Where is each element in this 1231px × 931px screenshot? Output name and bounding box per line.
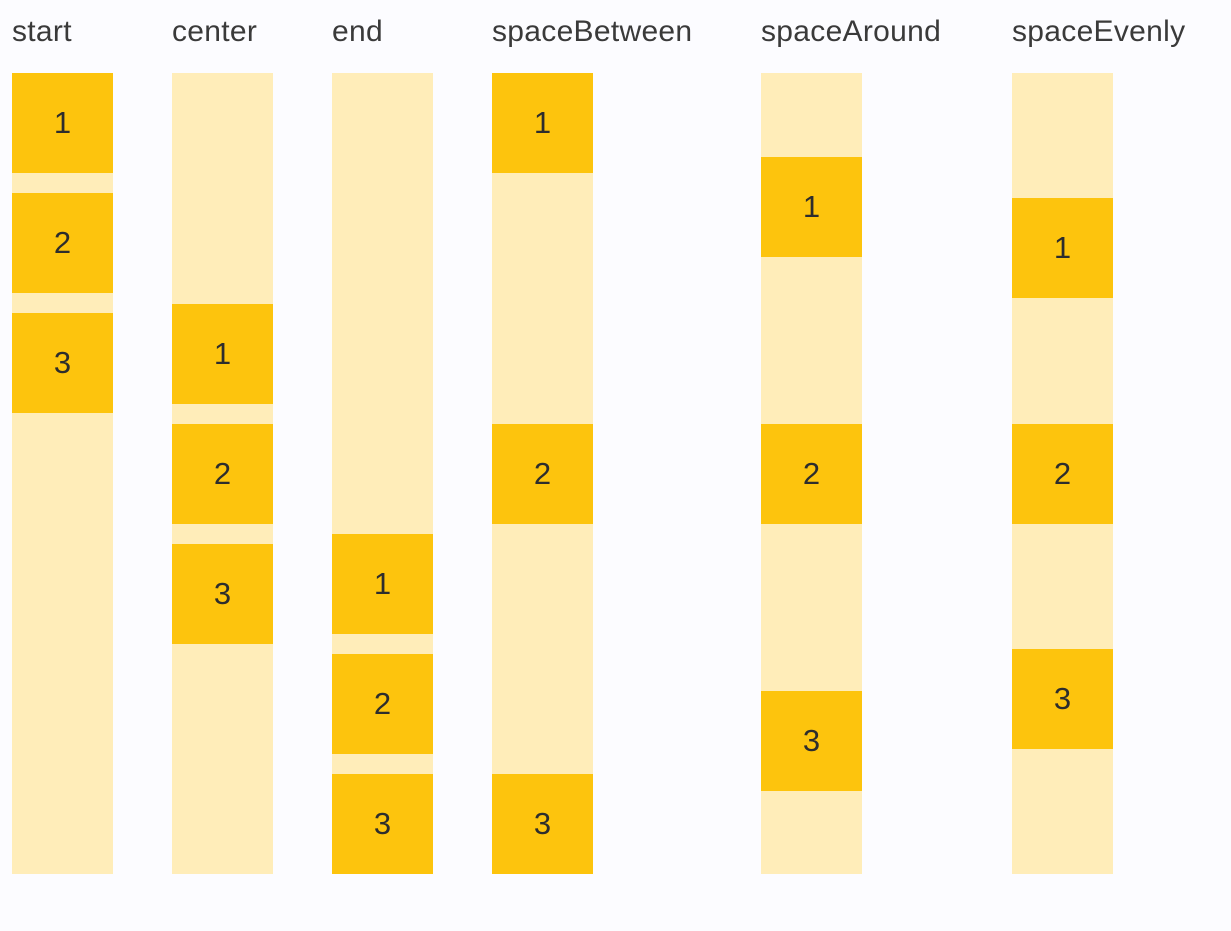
numbered-box: 1 bbox=[761, 156, 862, 257]
column-label: end bbox=[332, 15, 383, 48]
numbered-box: 1 bbox=[12, 73, 113, 173]
alignment-cell-spaceBetween: spaceBetween 1 2 3 bbox=[492, 12, 702, 874]
alignment-cell-center: center 1 2 3 bbox=[172, 12, 273, 874]
alignment-demo-row: start 1 2 3 center 1 2 3 end 1 2 3 spaceBetween 1 2 3 sp… bbox=[12, 12, 1185, 874]
column-label: start bbox=[12, 15, 72, 48]
numbered-box: 3 bbox=[761, 690, 862, 791]
numbered-box: 3 bbox=[332, 774, 433, 874]
numbered-box: 3 bbox=[12, 313, 113, 413]
numbered-box: 1 bbox=[492, 73, 593, 173]
numbered-box: 1 bbox=[172, 303, 273, 404]
numbered-box: 3 bbox=[1012, 648, 1113, 749]
numbered-box: 2 bbox=[332, 654, 433, 754]
numbered-box: 3 bbox=[172, 543, 273, 644]
numbered-box: 2 bbox=[12, 193, 113, 293]
column-label: spaceEvenly bbox=[1012, 15, 1186, 48]
numbered-box: 2 bbox=[761, 423, 862, 524]
numbered-box: 2 bbox=[172, 423, 273, 524]
alignment-cell-spaceAround: spaceAround 1 2 3 bbox=[761, 12, 953, 874]
column-track: 1 2 3 bbox=[1012, 73, 1113, 874]
numbered-box: 1 bbox=[1012, 198, 1113, 299]
alignment-cell-start: start 1 2 3 bbox=[12, 12, 113, 874]
numbered-box: 1 bbox=[332, 534, 433, 634]
column-track: 1 2 3 bbox=[332, 73, 433, 874]
numbered-box: 2 bbox=[492, 423, 593, 524]
alignment-cell-spaceEvenly: spaceEvenly 1 2 3 bbox=[1012, 12, 1185, 874]
column-label: spaceAround bbox=[761, 15, 942, 48]
numbered-box: 3 bbox=[492, 774, 593, 874]
column-track: 1 2 3 bbox=[12, 73, 113, 874]
column-track: 1 2 3 bbox=[761, 73, 862, 874]
column-label: center bbox=[172, 15, 258, 48]
column-track: 1 2 3 bbox=[492, 73, 593, 874]
alignment-cell-end: end 1 2 3 bbox=[332, 12, 433, 874]
numbered-box: 2 bbox=[1012, 423, 1113, 524]
column-label: spaceBetween bbox=[492, 15, 693, 48]
column-track: 1 2 3 bbox=[172, 73, 273, 874]
